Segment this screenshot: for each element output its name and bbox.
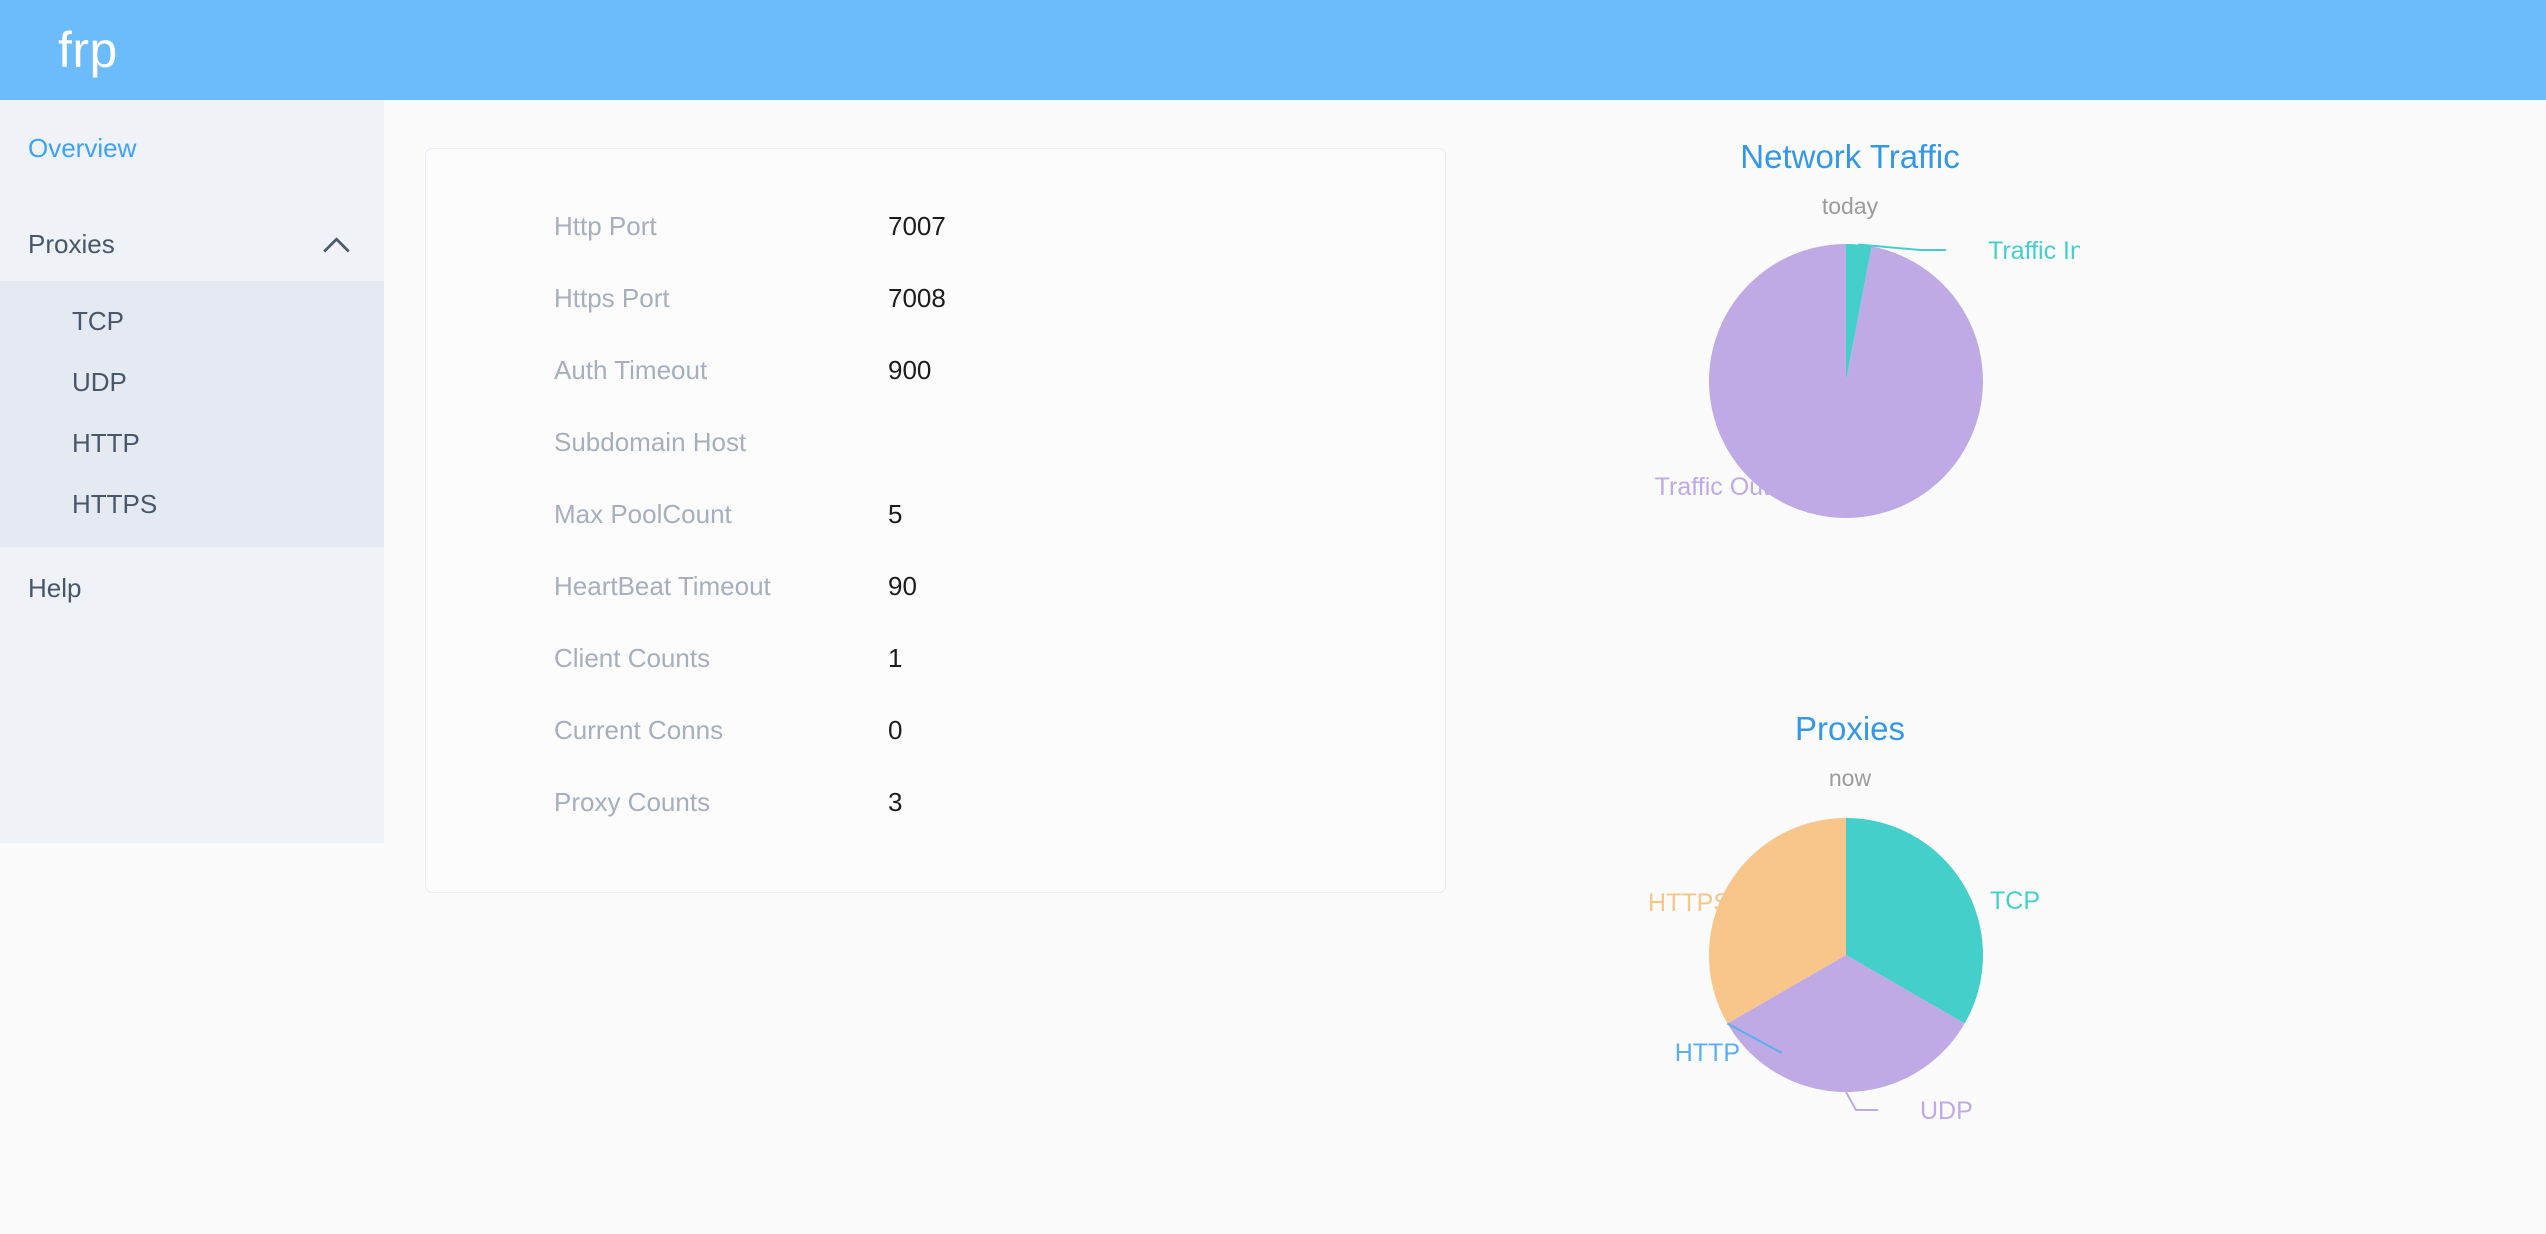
server-info-label: Https Port (554, 283, 670, 313)
server-info-value: 90 (888, 571, 917, 601)
pie-leader-line (1726, 885, 1772, 903)
server-info-row: Max PoolCount 5 (554, 499, 1374, 571)
server-info-row: HeartBeat Timeout 90 (554, 571, 1374, 643)
proxies-chart: Proxies now TCP UDP HTTP HTTPS (1620, 712, 2080, 1212)
server-info-label: Http Port (554, 211, 657, 241)
proxies-subtitle: now (1828, 765, 1872, 791)
server-info-label: HeartBeat Timeout (554, 571, 771, 601)
server-info-row: Https Port 7008 (554, 283, 1374, 355)
server-info-card: Http Port 7007 Https Port 7008 Auth Timeout 9… (425, 148, 1446, 893)
server-info-row: Subdomain Host (554, 427, 1374, 499)
sidebar-item-udp-label: UDP (72, 367, 127, 397)
pie-label-tcp: TCP (1990, 887, 2040, 915)
pie-leader-line (1845, 1091, 1878, 1111)
server-info-row: Proxy Counts 3 (554, 787, 1374, 859)
server-info-row: Client Counts 1 (554, 643, 1374, 715)
sidebar-item-overview[interactable]: Overview (0, 111, 384, 185)
server-info-label: Auth Timeout (554, 355, 708, 385)
pie-slice-traffic-out[interactable] (1709, 244, 1983, 518)
pie-label-https: HTTPS (1648, 889, 1730, 917)
server-info-value: 3 (888, 787, 903, 817)
sidebar-submenu-proxies: TCP UDP HTTP HTTPS (0, 281, 384, 547)
sidebar-item-http[interactable]: HTTP (0, 413, 384, 474)
chevron-up-icon[interactable] (324, 236, 350, 252)
brand-logo: frp (58, 22, 118, 78)
network-traffic-title: Network Traffic (1740, 138, 1960, 175)
sidebar-item-https[interactable]: HTTPS (0, 474, 384, 535)
sidebar-item-help[interactable]: Help (0, 551, 384, 625)
pie-leader-line (1726, 1022, 1782, 1053)
server-info-label: Proxy Counts (554, 787, 711, 817)
sidebar-item-tcp-label: TCP (72, 306, 124, 336)
network-traffic-subtitle: today (1821, 193, 1879, 219)
sidebar-group-proxies[interactable]: Proxies (0, 207, 384, 281)
server-info-value: 7007 (888, 211, 946, 241)
pie-label-traffic-in: Traffic In (1988, 237, 2080, 265)
network-traffic-pie[interactable]: Traffic In Traffic Out (1620, 218, 2080, 638)
app-header: frp (0, 0, 2546, 100)
pie-leader-line (1806, 485, 1812, 513)
sidebar-group-proxies-label: Proxies (28, 228, 115, 259)
server-info-value: 1 (888, 643, 903, 673)
sidebar-item-udp[interactable]: UDP (0, 352, 384, 413)
server-info-row: Current Conns 0 (554, 715, 1374, 787)
server-info-value: 7008 (888, 283, 946, 313)
proxies-title: Proxies (1794, 710, 1906, 747)
sidebar-nav: Overview Proxies TCP UDP HTTP HTTPS Help (0, 100, 384, 843)
pie-leader-line (1857, 243, 1946, 251)
server-info-row: Http Port 7007 (554, 211, 1374, 283)
sidebar-item-http-label: HTTP (72, 428, 140, 458)
pie-label-http: HTTP (1675, 1039, 1740, 1067)
server-info-value: 5 (888, 499, 903, 529)
network-traffic-chart: Network Traffic today Traffic In Traffic … (1620, 140, 2080, 660)
pie-label-udp: UDP (1920, 1097, 1973, 1125)
pie-slice-udp[interactable] (1727, 955, 1965, 1092)
pie-label-traffic-out: Traffic Out (1655, 473, 1770, 501)
pie-slice-https[interactable] (1709, 818, 1846, 1024)
pie-slice-traffic-in[interactable] (1846, 244, 1872, 381)
server-info-label: Max PoolCount (554, 499, 732, 529)
sidebar-item-overview-label: Overview (28, 132, 137, 163)
sidebar-item-https-label: HTTPS (72, 489, 158, 519)
server-info-list: Http Port 7007 Https Port 7008 Auth Timeout 9… (554, 211, 1374, 859)
sidebar-item-tcp[interactable]: TCP (0, 291, 384, 352)
server-info-label: Current Conns (554, 715, 724, 745)
server-info-label: Client Counts (554, 643, 711, 673)
pie-slice-tcp[interactable] (1846, 818, 1983, 1024)
server-info-label: Subdomain Host (554, 427, 747, 457)
sidebar-item-help-label: Help (28, 572, 82, 603)
server-info-value: 0 (888, 715, 903, 745)
proxies-pie[interactable]: TCP UDP HTTP HTTPS (1620, 790, 2080, 1190)
pie-leader-line (1919, 885, 1965, 901)
server-info-row: Auth Timeout 900 (554, 355, 1374, 427)
server-info-value: 900 (888, 355, 932, 385)
